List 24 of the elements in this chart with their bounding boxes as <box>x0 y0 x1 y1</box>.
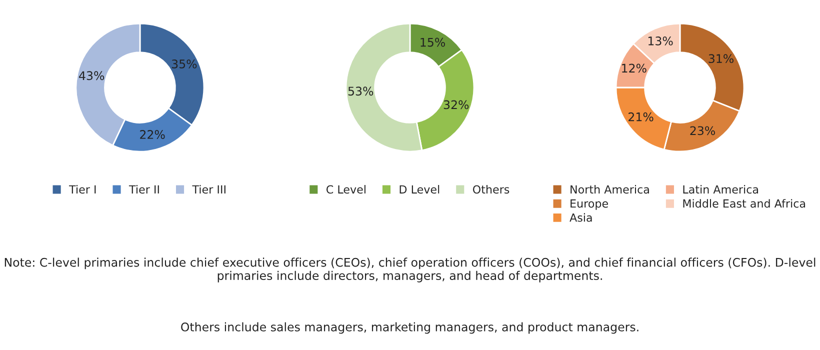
legend-label: Middle East and Africa <box>683 199 806 208</box>
data-label: 53% <box>348 86 374 96</box>
legend-label: Tier II <box>128 185 159 194</box>
legend-label: Tier I <box>68 185 96 194</box>
legend-label: Tier III <box>192 185 226 194</box>
legend-label: C Level <box>326 185 366 194</box>
legend-label: Asia <box>570 213 592 222</box>
data-label: 12% <box>622 64 646 73</box>
data-label: 13% <box>648 36 673 46</box>
legend-label: D Level <box>400 185 440 194</box>
legend-label: Others <box>472 185 510 194</box>
text: Note: C-level primaries include chief executive officers (CEOs), chief operation officers (COOs), and chief financial officers (CFOs). D-level primaries include directors, managers, and head of departments. <box>4 258 816 282</box>
data-label: 32% <box>444 100 469 110</box>
data-label: 31% <box>708 54 734 64</box>
data-label: 23% <box>690 126 715 136</box>
data-label: 43% <box>79 71 104 80</box>
data-label: 21% <box>628 112 654 122</box>
legend-label: Latin America <box>683 185 758 194</box>
legend-label: Europe <box>570 199 608 210</box>
legend-label: North America <box>570 185 649 194</box>
text: Others include sales managers, marketing managers, and product managers. <box>181 322 638 334</box>
data-label: 22% <box>140 130 165 139</box>
data-label: 15% <box>420 38 445 47</box>
data-label: 35% <box>172 59 197 68</box>
